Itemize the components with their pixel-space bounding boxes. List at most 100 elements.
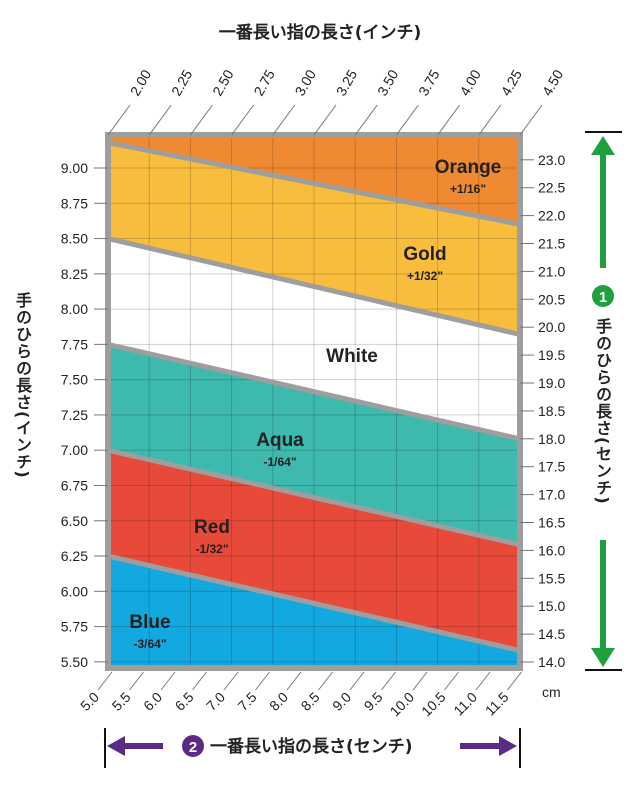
band-boundary (107, 447, 521, 548)
band-adjust-gold: +1/32" (407, 269, 443, 283)
x2-tick-label: 10.5 (418, 689, 449, 720)
y2-tick-label: 21.5 (538, 236, 565, 252)
x2-tick-mark (286, 671, 302, 691)
x-tick-mark (313, 104, 337, 136)
y2-tick-label: 20.0 (538, 319, 565, 335)
x2-tick-mark (412, 671, 428, 691)
x2-tick-label: 6.5 (172, 689, 197, 714)
band-label-red: Red (194, 517, 230, 538)
band-red (108, 450, 520, 651)
x-tick-label: 4.50 (539, 67, 567, 99)
x-tick-label: 3.50 (374, 67, 402, 99)
x-tick-label: 4.00 (456, 67, 484, 99)
band-white (108, 238, 520, 439)
x-tick-label: 3.25 (333, 67, 361, 99)
y-tick-label: 6.75 (61, 477, 88, 493)
band-boundary (107, 341, 521, 442)
x2-tick-label: 11.5 (482, 689, 512, 719)
x2-tick-mark (475, 671, 491, 691)
arrow-down-icon (591, 648, 615, 667)
x-tick-label: 2.00 (127, 67, 155, 99)
band-boundary (107, 140, 521, 227)
x2-tick-mark (318, 671, 333, 691)
band-label-white: White (326, 346, 378, 367)
arrow-left-icon (107, 736, 125, 756)
x2-tick-label: 6.0 (140, 689, 165, 714)
y2-tick-label: 15.5 (538, 570, 565, 586)
y2-tick-label: 17.0 (538, 487, 565, 503)
x2-tick-label: 9.5 (361, 689, 386, 714)
y-tick-label: 7.25 (61, 407, 88, 423)
band-adjust-orange: +1/16" (450, 182, 486, 196)
y-tick-label: 9.00 (61, 160, 88, 176)
y-tick-label: 8.50 (61, 231, 88, 247)
x2-axis-title: 一番長い指の長さ(センチ) (210, 736, 413, 757)
x2-tick-label: 5.5 (109, 689, 134, 714)
band-boundary (107, 553, 521, 653)
step-1-number: 1 (599, 289, 607, 306)
y2-tick-label: 22.5 (538, 180, 565, 196)
band-label-gold: Gold (403, 244, 446, 265)
y2-tick-label: 15.0 (538, 598, 565, 614)
y2-tick-label: 23.0 (538, 152, 565, 168)
band-adjust-aqua: -1/64" (263, 455, 296, 469)
x-tick-mark (231, 104, 255, 136)
y-tick-label: 6.50 (61, 513, 88, 529)
x-tick-mark (395, 104, 419, 136)
y-tick-label: 5.75 (61, 619, 88, 635)
x-tick-label: 2.25 (168, 67, 196, 99)
band-blue (108, 556, 520, 668)
x2-tick-label: 7.0 (203, 689, 228, 714)
x2-tick-label: 7.5 (235, 689, 260, 714)
x-tick-label: 3.00 (292, 67, 320, 99)
x2-unit-label: cm (542, 684, 561, 700)
arrow-right-icon (499, 736, 517, 756)
x2-tick-mark (381, 671, 396, 691)
band-label-blue: Blue (129, 612, 170, 633)
band-label-orange: Orange (435, 157, 502, 178)
y-tick-label: 7.75 (61, 336, 88, 352)
step-2-badge (182, 735, 204, 757)
x2-tick-label: 5.0 (77, 689, 102, 714)
x2-tick-label: 10.0 (387, 689, 418, 720)
y2-tick-label: 14.5 (538, 626, 565, 642)
x-tick-mark (478, 104, 502, 136)
x-axis-title: 一番長い指の長さ(インチ) (219, 22, 422, 43)
arrow-up-icon (591, 136, 615, 155)
y2-tick-label: 19.0 (538, 375, 565, 391)
y-tick-label: 8.75 (61, 195, 88, 211)
x-tick-label: 4.25 (498, 67, 526, 99)
x-tick-label: 2.50 (209, 67, 237, 99)
x-tick-mark (519, 104, 543, 136)
band-adjust-red: -1/32" (195, 542, 228, 556)
y-tick-label: 8.00 (61, 301, 88, 317)
y2-tick-label: 19.5 (538, 347, 565, 363)
y-tick-label: 7.00 (61, 442, 88, 458)
x2-tick-mark (223, 671, 239, 691)
band-adjust-blue: -3/64" (133, 637, 166, 651)
y2-tick-label: 18.0 (538, 431, 565, 447)
y2-tick-label: 16.5 (538, 515, 565, 531)
y-axis-title: 手のひらの長さ(インチ) (13, 292, 32, 479)
x-tick-mark (272, 104, 296, 136)
x2-tick-mark (97, 671, 113, 691)
x-tick-mark (148, 104, 172, 136)
y2-tick-label: 16.0 (538, 542, 565, 558)
y-tick-label: 6.25 (61, 548, 88, 564)
x2-tick-mark (192, 671, 207, 691)
band-gold (108, 142, 520, 335)
y-tick-label: 8.25 (61, 266, 88, 282)
y2-tick-label: 18.5 (538, 403, 565, 419)
step-1-badge (592, 285, 614, 307)
y2-tick-label: 17.5 (538, 459, 565, 475)
band-label-aqua: Aqua (256, 430, 304, 451)
x2-tick-mark (444, 671, 459, 691)
y-tick-label: 7.50 (61, 372, 88, 388)
y2-tick-label: 20.5 (538, 291, 565, 307)
y2-tick-label: 22.0 (538, 208, 565, 224)
x2-tick-label: 11.0 (450, 689, 480, 719)
x2-tick-mark (507, 671, 522, 691)
y-tick-label: 6.00 (61, 583, 88, 599)
x2-tick-label: 9.0 (329, 689, 354, 714)
